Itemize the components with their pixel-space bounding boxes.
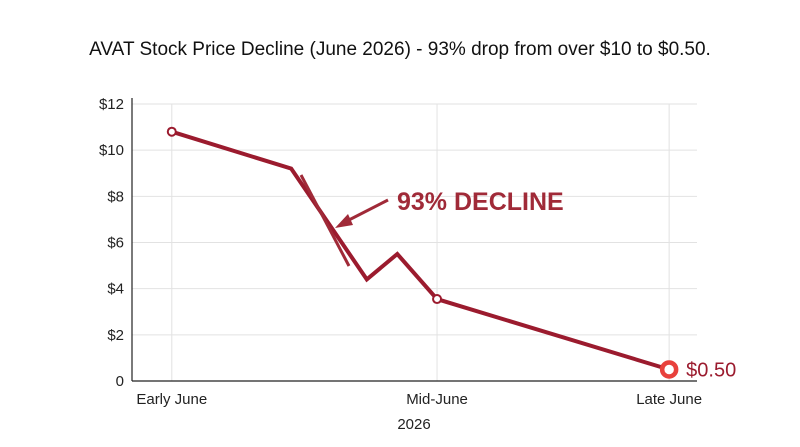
x-tick-label: Early June xyxy=(136,391,207,408)
decline-annotation: 93% DECLINE xyxy=(397,188,564,216)
y-tick-label: 0 xyxy=(116,373,124,390)
y-tick-label: $8 xyxy=(107,188,124,205)
x-tick-label: Mid-June xyxy=(406,391,468,408)
y-tick-label: $12 xyxy=(99,96,124,113)
x-tick-label: Late June xyxy=(636,391,702,408)
decline-bracket-line xyxy=(299,174,351,267)
annotation-arrow-shaft xyxy=(344,198,389,224)
chart-title: AVAT Stock Price Decline (June 2026) - 9… xyxy=(89,39,711,60)
y-tick-label: $6 xyxy=(107,235,124,252)
data-point-marker xyxy=(432,294,443,305)
annotation-arrow-head xyxy=(335,214,353,228)
y-tick-label: $10 xyxy=(99,142,124,159)
end-point-marker xyxy=(659,360,679,379)
y-tick-label: $4 xyxy=(107,281,124,298)
end-price-label: $0.50 xyxy=(686,359,736,381)
series-line xyxy=(171,129,670,372)
data-point-marker xyxy=(166,126,177,137)
y-tick-label: $2 xyxy=(107,327,124,344)
x-axis-title: 2026 xyxy=(397,416,430,433)
